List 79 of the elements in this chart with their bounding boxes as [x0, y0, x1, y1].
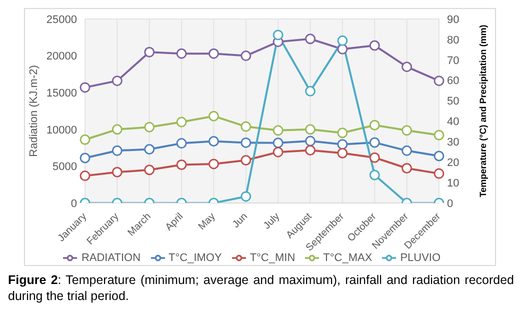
- point: [144, 46, 155, 58]
- point: [80, 82, 90, 93]
- point: [240, 137, 252, 148]
- point: [112, 145, 122, 156]
- point: [402, 62, 412, 72]
- point: [176, 116, 187, 128]
- point: [402, 145, 412, 156]
- legend-label: RADIATION: [81, 252, 141, 264]
- point: [369, 137, 380, 148]
- y2-tick-label: 10: [447, 177, 460, 190]
- y-tick-label: 0: [70, 198, 77, 210]
- y2-tick-label: 20: [447, 157, 460, 170]
- point: [402, 125, 412, 136]
- point: [337, 148, 348, 158]
- legend-label: PLUVIO: [400, 252, 441, 264]
- point: [240, 191, 252, 202]
- y2-tick-label: 40: [447, 116, 460, 128]
- point: [305, 86, 316, 96]
- point: [208, 48, 219, 59]
- point: [434, 130, 444, 140]
- y2-tick-label: 30: [447, 136, 460, 149]
- point: [112, 76, 122, 86]
- y-axis-title: Radiation (KJ.m-2): [28, 65, 40, 157]
- point: [337, 128, 348, 138]
- point: [208, 158, 219, 170]
- y2-tick-label: 80: [447, 34, 460, 46]
- y2-tick-label: 70: [447, 54, 460, 67]
- y2-tick-label: 50: [447, 96, 460, 108]
- legend-label: T°C_MIN: [250, 252, 296, 264]
- point: [272, 146, 284, 158]
- point: [369, 40, 380, 51]
- point: [272, 125, 284, 136]
- x-tick-label: May: [196, 211, 218, 232]
- y-tick-label: 25000: [46, 14, 77, 26]
- legend-label: T°C_IMOY: [168, 252, 222, 264]
- y2-tick-label: 60: [447, 75, 460, 88]
- point: [208, 110, 219, 122]
- point: [337, 44, 348, 54]
- point: [305, 124, 316, 135]
- point: [337, 139, 348, 150]
- x-tick-label: Jun: [230, 211, 250, 230]
- point: [369, 120, 380, 130]
- point: [434, 150, 444, 162]
- point: [337, 35, 348, 46]
- point: [240, 155, 252, 166]
- point: [434, 76, 444, 86]
- caption: Figure 2: Temperature (minimum; average and maximum), rainfall and radiation recorded during the trial period.: [8, 273, 514, 303]
- point: [112, 166, 122, 178]
- point: [112, 124, 122, 135]
- point: [80, 170, 90, 182]
- point: [272, 30, 284, 40]
- point: [80, 134, 90, 145]
- point: [176, 160, 187, 170]
- x-tick-label: July: [262, 211, 282, 232]
- y-tick-label: 5000: [52, 161, 77, 174]
- point: [369, 152, 380, 163]
- point: [240, 121, 252, 132]
- point: [240, 50, 252, 62]
- y-tick-label: 15000: [46, 88, 77, 100]
- y2-tick-label: 90: [447, 14, 460, 26]
- point: [144, 164, 155, 176]
- point: [208, 136, 219, 147]
- y-tick-label: 20000: [46, 50, 77, 63]
- y2-axis-title: Temperature (°C) and Precipitation (mm): [478, 24, 488, 198]
- point: [305, 136, 316, 146]
- point: [176, 48, 187, 59]
- point: [80, 152, 90, 164]
- point: [305, 145, 316, 156]
- point: [305, 34, 316, 44]
- point: [272, 138, 284, 148]
- point: [369, 170, 380, 180]
- y-tick-label: 10000: [46, 124, 77, 136]
- y2-tick-label: 0: [447, 198, 454, 210]
- point: [176, 138, 187, 149]
- point: [434, 168, 444, 179]
- legend-label: T°C_MAX: [323, 252, 372, 264]
- point: [144, 122, 155, 132]
- point: [144, 144, 155, 154]
- point: [402, 162, 412, 174]
